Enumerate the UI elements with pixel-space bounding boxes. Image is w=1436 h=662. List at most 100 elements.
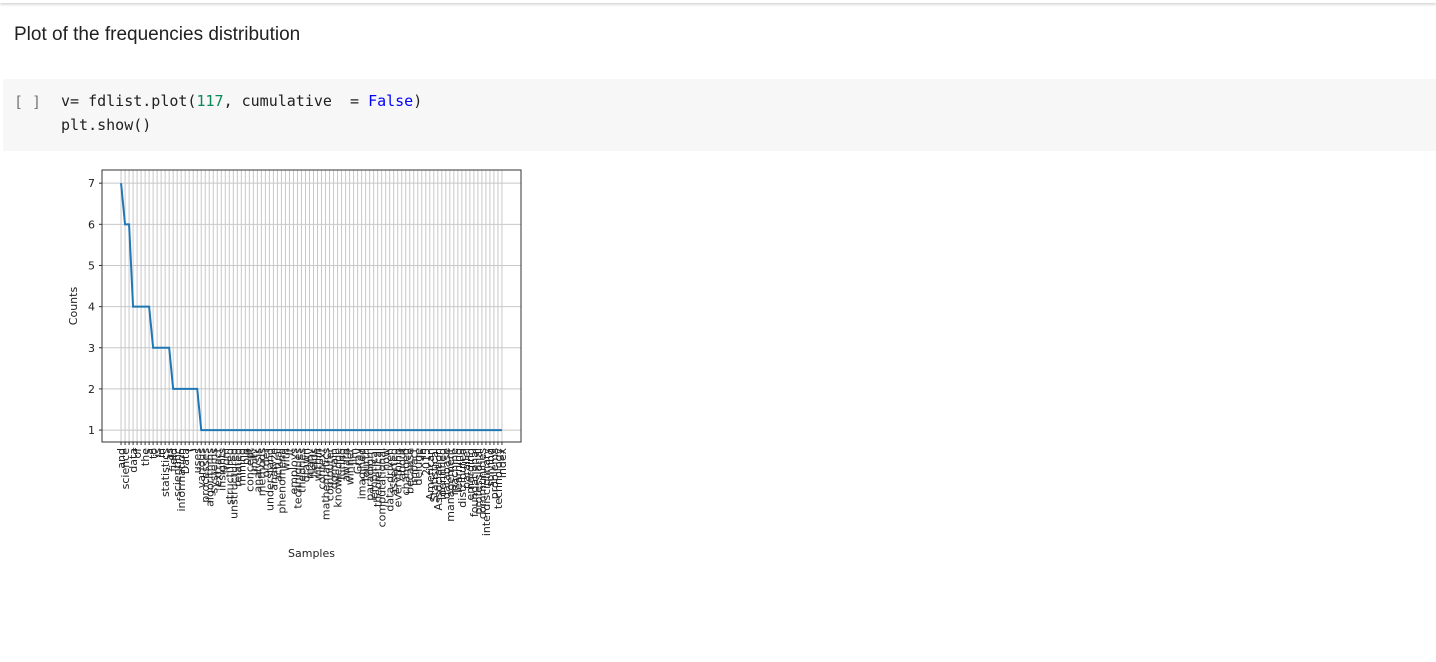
x-tick-label: phenomena xyxy=(275,448,288,514)
y-tick-label: 7 xyxy=(88,177,95,190)
x-tick-label: communities xyxy=(476,448,489,519)
x-tick-label: science xyxy=(119,448,132,490)
x-tick-label: scientific xyxy=(171,448,184,497)
x-tick-label: theoretical xyxy=(372,448,385,507)
x-tick-label: field xyxy=(167,448,180,472)
x-tick-label: related xyxy=(231,448,244,487)
x-tick-label: Turing xyxy=(336,448,349,483)
x-tick-label: structured xyxy=(223,448,236,505)
x-tick-label: management xyxy=(444,447,457,521)
x-tick-label: order xyxy=(259,448,272,478)
y-axis-label: Counts xyxy=(67,287,80,326)
x-tick-label: Jim xyxy=(348,448,361,466)
x-tick-label: with xyxy=(279,448,292,471)
x-tick-label: ) xyxy=(187,448,200,452)
x-tick-label: understand xyxy=(263,448,276,511)
x-tick-label: extract xyxy=(211,447,224,487)
x-tick-label: concept xyxy=(243,447,256,492)
x-tick-label: analysis xyxy=(251,448,264,493)
x-tick-label: actual xyxy=(271,448,284,482)
x-tick-label: uses xyxy=(191,448,204,473)
x-tick-label: computer xyxy=(324,448,337,502)
x-tick-label: a xyxy=(143,448,156,455)
x-tick-label: award xyxy=(340,448,353,482)
x-tick-label: big xyxy=(239,448,252,465)
x-tick-label: unify xyxy=(247,448,260,476)
x-tick-label: various xyxy=(195,448,208,489)
x-tick-label: the xyxy=(139,448,152,466)
x-tick-label: from xyxy=(219,448,232,474)
code-number: 117 xyxy=(196,92,224,110)
x-tick-label: is xyxy=(151,448,164,457)
code-line: v= fdlist.plot(117, cumulative = False) xyxy=(61,92,422,110)
x-tick-label: in xyxy=(155,448,168,458)
x-tick-label: unstructured xyxy=(227,448,240,519)
x-tick-label: about xyxy=(396,447,409,479)
x-tick-label: foundational xyxy=(468,448,481,517)
x-tick-label: information xyxy=(175,448,188,512)
x-tick-label: statistics xyxy=(159,448,172,497)
code-line: plt.show() xyxy=(61,116,152,134)
x-tick-label: Data xyxy=(179,448,192,474)
x-tick-label: fourth xyxy=(360,448,373,481)
x-tick-label: empirical xyxy=(368,448,381,499)
x-tick-label: 2015 xyxy=(420,448,433,476)
x-tick-label: everything xyxy=(392,448,405,507)
x-tick-label: theories xyxy=(295,448,308,493)
x-tick-label: data xyxy=(127,448,140,473)
y-tick-label: 2 xyxy=(88,383,95,396)
x-tick-label: to xyxy=(147,448,160,459)
x-tick-label: solving xyxy=(484,448,497,487)
x-tick-label: problems xyxy=(488,448,501,500)
x-tick-label: because xyxy=(404,448,417,494)
x-tick-label: analyze xyxy=(267,448,280,491)
x-tick-label: changed xyxy=(400,448,413,495)
y-tick-label: 1 xyxy=(88,424,95,437)
x-tick-label: database xyxy=(440,448,453,499)
x-tick-label: impact xyxy=(408,447,421,486)
x-tick-label: fields xyxy=(308,448,321,478)
x-axis-label: Samples xyxy=(288,547,335,560)
x-tick-label: distributed xyxy=(456,448,469,508)
x-tick-label: data-driven xyxy=(384,448,397,512)
x-tick-label: imagined xyxy=(356,448,369,499)
y-tick-label: 5 xyxy=(88,259,95,272)
x-tick-label: context xyxy=(316,447,329,489)
x-tick-label: professional xyxy=(472,448,485,515)
x-tick-label: mining xyxy=(235,448,248,486)
x-tick-label: identified xyxy=(436,448,449,500)
x-tick-label: techniques xyxy=(291,448,304,509)
x-tick-label: systems xyxy=(207,448,220,494)
plot-frame xyxy=(101,169,522,443)
x-tick-label: learning xyxy=(452,448,465,493)
x-tick-label: computational xyxy=(376,448,389,527)
x-tick-label: deluge xyxy=(412,448,425,486)
run-button[interactable]: [ ] xyxy=(14,93,42,111)
x-tick-label: paradigm xyxy=(364,448,377,501)
x-tick-label: knowledge xyxy=(332,448,345,508)
x-tick-label: domain xyxy=(328,448,341,489)
x-tick-label: now xyxy=(380,448,393,471)
x-tick-label: interdisciplinary xyxy=(480,448,493,537)
code: , cumulative = xyxy=(223,92,369,110)
x-tick-label: machine xyxy=(448,448,461,496)
x-tick-label: of xyxy=(131,447,144,459)
x-tick-label: winner xyxy=(344,448,357,486)
line xyxy=(120,183,502,432)
x-tick-label: many xyxy=(303,448,316,479)
x-tick-label: American xyxy=(424,448,437,500)
x-tick-label: within xyxy=(312,448,325,481)
y-tick-label: 3 xyxy=(88,342,95,355)
x-tick-label: Gray xyxy=(352,448,365,475)
code-keyword: False xyxy=(368,92,414,110)
x-tick-label: insights xyxy=(215,448,228,491)
text-cell: Plot of the frequencies distribution xyxy=(14,24,301,45)
x-tick-label: It xyxy=(283,447,296,455)
x-tick-label: , xyxy=(123,448,136,452)
x-tick-label: as xyxy=(163,448,176,461)
x-tick-label: Association xyxy=(432,448,445,511)
x-tick-label: methods xyxy=(255,448,268,496)
code: v= fdlist.plot( xyxy=(61,92,197,110)
